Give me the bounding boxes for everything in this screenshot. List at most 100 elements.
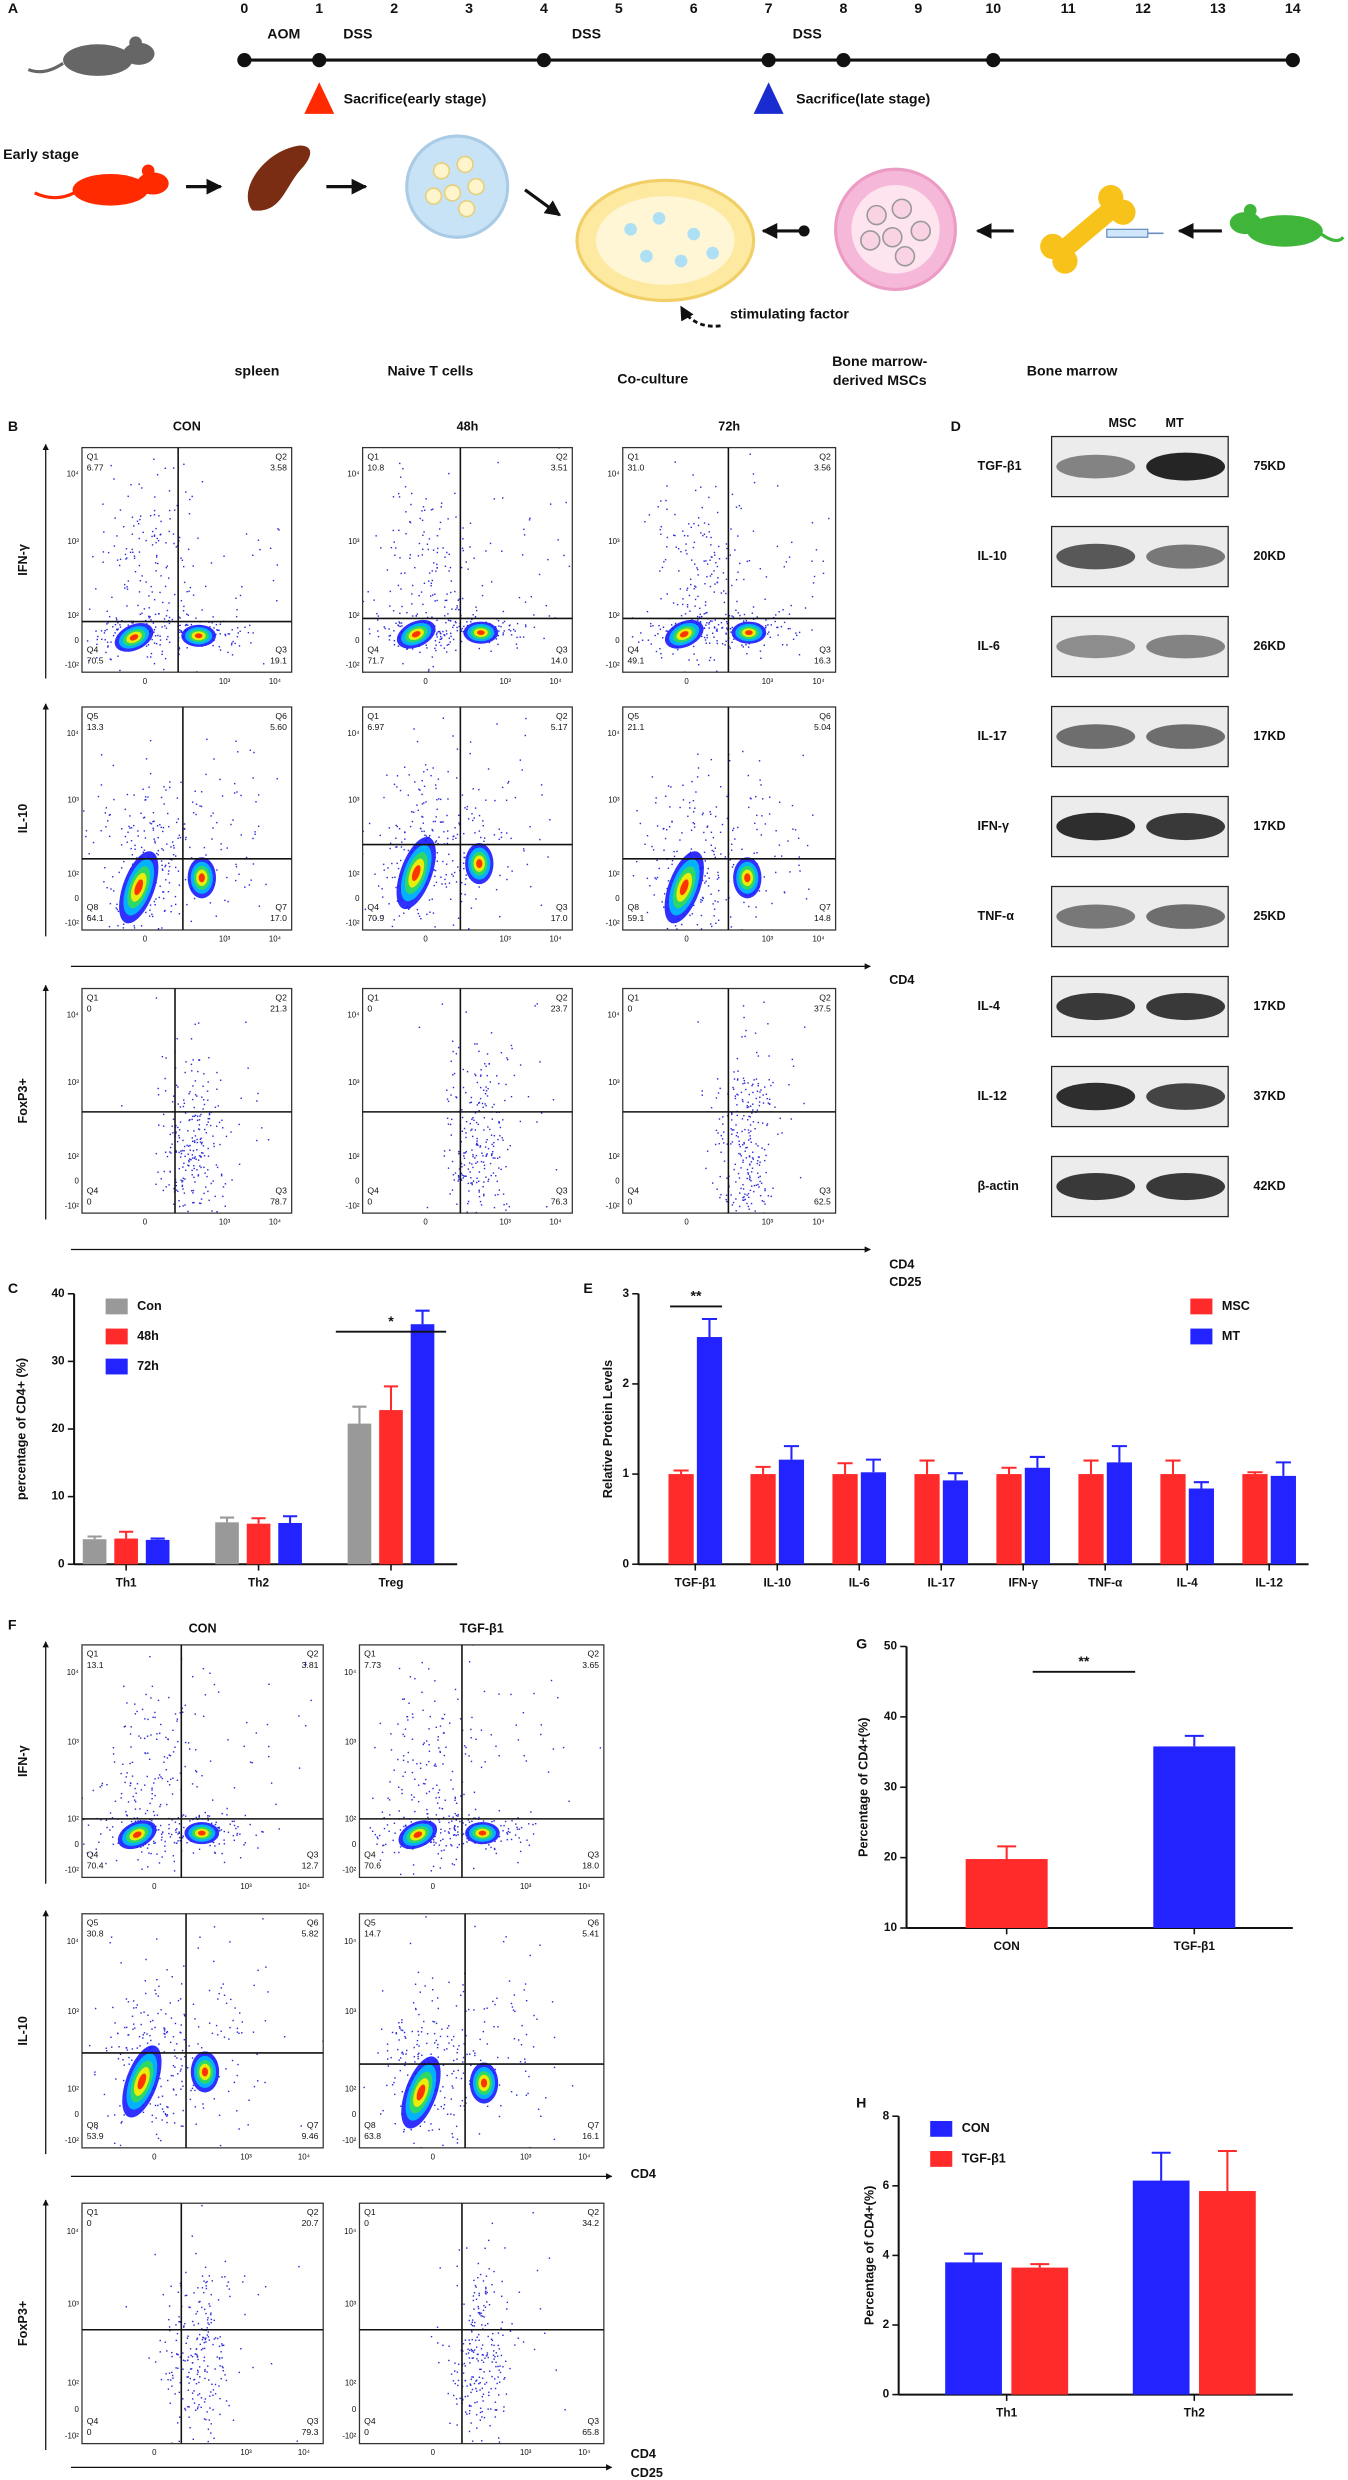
event-dot [208, 1081, 209, 1082]
event-dot [462, 538, 463, 539]
x-marker: CD4 [889, 973, 914, 987]
event-dot [689, 595, 690, 596]
event-dot [418, 2045, 419, 2046]
event-dot [387, 1824, 388, 1825]
event-dot [701, 947, 702, 948]
event-dot [199, 2334, 200, 2335]
event-dot [150, 2103, 151, 2104]
event-dot [202, 2348, 203, 2349]
flow-y-tick: 10³ [67, 537, 79, 546]
event-dot [156, 997, 157, 998]
event-dot [446, 815, 447, 816]
event-dot [106, 1820, 107, 1821]
event-dot [485, 1066, 486, 1067]
event-dot [761, 834, 762, 835]
event-dot [372, 1831, 373, 1832]
event-dot [710, 923, 711, 924]
event-dot [769, 1104, 770, 1105]
quadrant-name: Q1 [87, 451, 99, 461]
event-dot [170, 2379, 171, 2380]
event-dot [811, 560, 812, 561]
event-dot [681, 924, 682, 925]
event-dot [380, 547, 381, 548]
event-dot [693, 646, 694, 647]
event-dot [258, 2294, 259, 2295]
event-dot [488, 1844, 489, 1845]
event-dot [198, 2404, 199, 2405]
event-dot [160, 1776, 161, 1777]
day-label: 1 [315, 1, 323, 17]
event-dot [663, 627, 664, 628]
flow-y-tick: 10² [67, 1814, 79, 1823]
event-dot [151, 1798, 152, 1799]
event-dot [183, 610, 184, 611]
event-dot [178, 1103, 179, 1104]
event-dot [788, 1084, 789, 1085]
event-dot [257, 1847, 258, 1848]
event-dot [449, 1150, 450, 1151]
event-dot [400, 2070, 401, 2071]
event-dot [193, 1059, 194, 1060]
event-dot [775, 614, 776, 615]
event-dot [414, 1779, 415, 1780]
event-dot [156, 1739, 157, 1740]
event-dot [139, 519, 140, 520]
event-dot [169, 2326, 170, 2327]
event-dot [475, 1739, 476, 1740]
event-dot [201, 609, 202, 610]
event-dot [769, 1079, 770, 1080]
event-dot [182, 1140, 183, 1141]
event-dot [394, 1823, 395, 1824]
event-dot [188, 1742, 189, 1743]
event-dot [484, 1103, 485, 1104]
event-dot [428, 669, 429, 670]
event-dot [218, 1105, 219, 1106]
event-dot [462, 1174, 463, 1175]
event-dot [461, 2078, 462, 2079]
event-dot [144, 608, 145, 609]
event-dot [406, 2050, 407, 2051]
event-dot [255, 801, 256, 802]
event-dot [465, 1132, 466, 1133]
event-dot [137, 2047, 138, 2048]
event-dot [470, 1130, 471, 1131]
event-dot [401, 1789, 402, 1790]
event-dot [412, 585, 413, 586]
event-dot [732, 627, 733, 628]
event-dot [448, 1815, 449, 1816]
event-dot [183, 1150, 184, 1151]
event-dot [476, 1138, 477, 1139]
event-dot [510, 1694, 511, 1695]
event-dot [771, 624, 772, 625]
event-dot [760, 1176, 761, 1177]
flow-y-tick: 0 [615, 894, 620, 903]
event-dot [189, 1820, 190, 1821]
event-dot [178, 1152, 179, 1153]
event-dot [761, 1183, 762, 1184]
event-dot [165, 879, 166, 880]
event-dot [454, 1246, 455, 1247]
event-dot [212, 616, 213, 617]
event-dot [511, 1045, 512, 1046]
event-dot [699, 608, 700, 609]
event-dot [444, 1150, 445, 1151]
event-dot [430, 2123, 431, 2124]
event-dot [433, 912, 434, 913]
event-dot [113, 478, 114, 479]
event-dot [165, 468, 166, 469]
event-dot [175, 2094, 176, 2095]
event-dot [413, 2143, 414, 2144]
event-dot [192, 1783, 193, 1784]
event-dot [754, 1128, 755, 1129]
event-dot [147, 1735, 148, 1736]
event-dot [401, 625, 402, 626]
event-dot [557, 539, 558, 540]
row-marker: FoxP3+ [16, 1078, 30, 1123]
event-dot [709, 660, 710, 661]
event-dot [221, 849, 222, 850]
event-dot [418, 1801, 419, 1802]
event-dot [265, 2286, 266, 2287]
event-dot [390, 591, 391, 592]
event-dot [224, 1831, 225, 1832]
event-dot [194, 1181, 195, 1182]
